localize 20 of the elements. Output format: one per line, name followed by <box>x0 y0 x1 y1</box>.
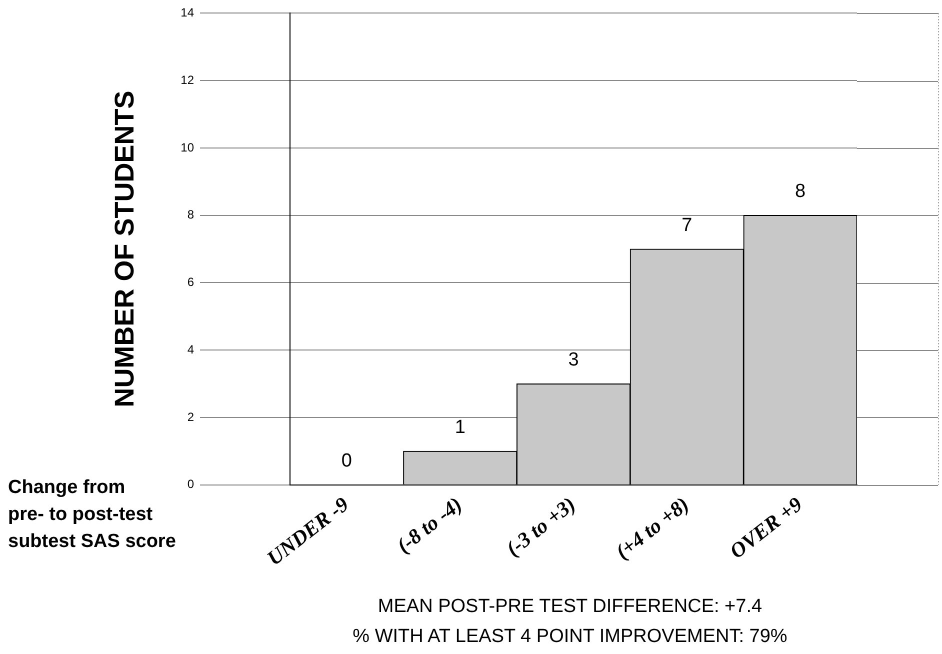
y-tick-label: 14 <box>180 6 194 20</box>
text: MEAN POST-PRE TEST DIFFERENCE: +7.4 <box>376 595 764 619</box>
y-tick-label: 12 <box>180 72 194 87</box>
x-tick-label: (+4 to +8) <box>610 492 694 564</box>
data-label: 1 <box>454 416 466 438</box>
data-label: 7 <box>682 214 692 236</box>
x-tick-label: (-8 to -4) <box>392 492 467 558</box>
y-axis-title: NUMBER OF STUDENTS <box>110 90 140 408</box>
y-tick-label: 2 <box>187 410 194 424</box>
data-label: 8 <box>795 181 806 202</box>
data-label: 0 <box>341 450 352 472</box>
y-tick-label: 6 <box>187 275 194 290</box>
x-tick-label: (-3 to +3) <box>501 492 580 561</box>
y-tick-label: 8 <box>187 208 194 222</box>
y-tick-label: 4 <box>187 342 194 356</box>
x-axis-title: Change from pre- to post-test subtest SAS score <box>8 476 176 554</box>
data-label: 3 <box>568 350 579 371</box>
y-tick-label: 0 <box>187 477 194 492</box>
text: % WITH AT LEAST 4 POINT IMPROVEMENT: 79% <box>352 625 788 649</box>
y-tick-label: 10 <box>180 140 194 154</box>
